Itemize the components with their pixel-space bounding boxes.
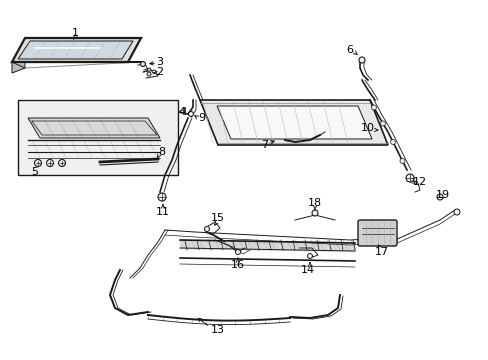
Circle shape — [390, 139, 395, 144]
Circle shape — [140, 62, 145, 67]
Circle shape — [235, 249, 240, 255]
Circle shape — [46, 159, 53, 166]
Polygon shape — [12, 38, 141, 62]
Circle shape — [380, 121, 385, 126]
Polygon shape — [217, 106, 371, 139]
Text: 8: 8 — [158, 147, 165, 157]
Circle shape — [35, 159, 41, 166]
Circle shape — [453, 209, 459, 215]
Text: 17: 17 — [374, 247, 388, 257]
Text: 14: 14 — [300, 265, 314, 275]
Text: 13: 13 — [210, 325, 224, 335]
Circle shape — [204, 226, 209, 231]
Circle shape — [188, 112, 193, 117]
Text: 16: 16 — [230, 260, 244, 270]
FancyBboxPatch shape — [18, 100, 178, 175]
Circle shape — [147, 72, 151, 76]
Text: 10: 10 — [360, 123, 374, 133]
Text: 4: 4 — [178, 107, 185, 117]
Text: 9: 9 — [198, 113, 205, 123]
Circle shape — [158, 193, 165, 201]
Circle shape — [405, 174, 413, 182]
Circle shape — [399, 158, 404, 163]
Circle shape — [358, 57, 364, 63]
Circle shape — [307, 253, 312, 258]
Text: 11: 11 — [156, 207, 170, 217]
Polygon shape — [28, 118, 160, 138]
Polygon shape — [18, 41, 133, 59]
Text: 7: 7 — [261, 140, 268, 150]
Polygon shape — [12, 62, 25, 73]
Text: 1: 1 — [71, 28, 79, 38]
Text: 2: 2 — [156, 67, 163, 77]
Circle shape — [311, 210, 317, 216]
Polygon shape — [200, 100, 387, 145]
FancyBboxPatch shape — [357, 220, 396, 246]
Text: 6: 6 — [346, 45, 353, 55]
Text: 18: 18 — [307, 198, 322, 208]
Text: 15: 15 — [210, 213, 224, 223]
Text: 5: 5 — [31, 167, 39, 177]
Text: 19: 19 — [435, 190, 449, 200]
Text: 12: 12 — [412, 177, 426, 187]
Text: 3: 3 — [156, 57, 163, 67]
Circle shape — [59, 159, 65, 166]
Circle shape — [371, 105, 376, 110]
Circle shape — [436, 194, 442, 200]
